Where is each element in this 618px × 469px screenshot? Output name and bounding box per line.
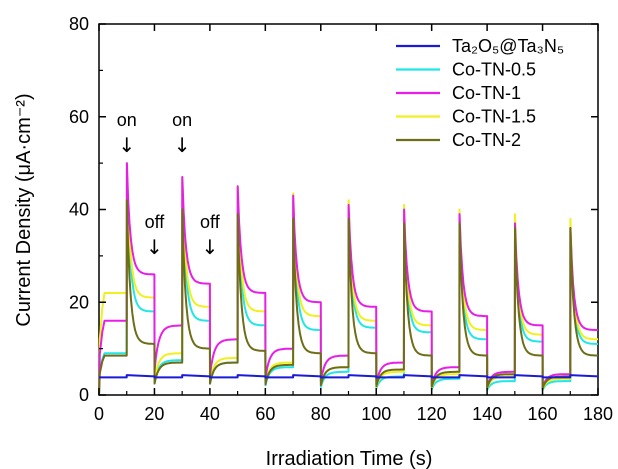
legend-label-0: Ta₂O₅@Ta₃N₅ [452, 36, 564, 56]
series-layer [98, 162, 599, 396]
x-tick-label: 60 [255, 404, 275, 424]
legend-label-1: Co-TN-0.5 [452, 60, 536, 80]
annotation-off: off [200, 212, 221, 232]
annotation-on: on [172, 110, 192, 130]
y-tick-label: 60 [69, 107, 89, 127]
annotation-off: off [145, 212, 166, 232]
annotation-layer: on ↓ on ↓ off ↓ off ↓ [117, 110, 221, 259]
y-tick-label: 0 [79, 385, 89, 405]
x-tick-label: 80 [311, 404, 331, 424]
series-line-0 [99, 374, 599, 379]
down-arrow-icon: ↓ [118, 133, 135, 157]
x-tick-label: 180 [583, 404, 613, 424]
x-tick-label: 0 [94, 404, 104, 424]
x-tick-label: 160 [528, 404, 558, 424]
y-tick-label: 40 [69, 200, 89, 220]
legend: Ta₂O₅@Ta₃N₅ Co-TN-0.5 Co-TN-1 Co-TN-1.5 Co-T… [396, 36, 564, 150]
y-tick-label: 20 [69, 292, 89, 312]
x-tick-label: 40 [200, 404, 220, 424]
legend-label-4: Co-TN-2 [452, 130, 521, 150]
x-tick-label: 20 [144, 404, 164, 424]
x-axis-label: Irradiation Time (s) [266, 448, 433, 469]
legend-label-2: Co-TN-1 [452, 83, 521, 103]
x-tick-label: 120 [417, 404, 447, 424]
x-tick-label: 100 [361, 404, 391, 424]
legend-label-3: Co-TN-1.5 [452, 107, 536, 127]
down-arrow-icon: ↓ [174, 133, 191, 157]
axes: 0 20 40 60 80 100 120 140 160 180 0 20 40 60 80 [69, 14, 613, 424]
down-arrow-icon: ↓ [202, 235, 219, 259]
y-tick-label: 80 [69, 14, 89, 34]
y-axis-label: Current Density (μA·cm⁻²) [13, 93, 35, 326]
x-tick-label: 140 [472, 404, 502, 424]
annotation-on: on [117, 110, 137, 130]
series-line-4 [98, 199, 598, 396]
down-arrow-icon: ↓ [146, 235, 163, 259]
